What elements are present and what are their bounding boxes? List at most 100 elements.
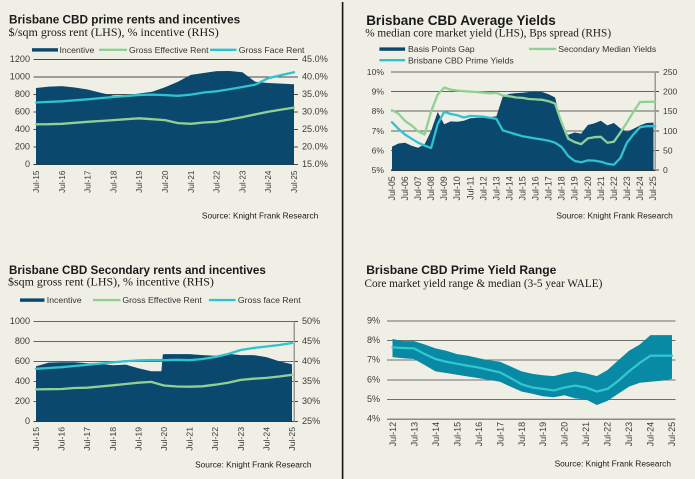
- svg-text:Jul-14: Jul-14: [431, 422, 441, 447]
- svg-text:800: 800: [15, 336, 30, 346]
- svg-text:1000: 1000: [10, 72, 30, 82]
- svg-text:Jul-22: Jul-22: [213, 170, 222, 193]
- svg-text:Jul-23: Jul-23: [238, 170, 247, 193]
- svg-text:150: 150: [663, 106, 678, 116]
- svg-text:200: 200: [15, 142, 30, 152]
- svg-text:Jul-17: Jul-17: [82, 427, 92, 451]
- svg-text:20.0%: 20.0%: [302, 142, 328, 152]
- svg-text:Jul-07: Jul-07: [413, 176, 423, 200]
- svg-text:Jul-19: Jul-19: [538, 422, 548, 447]
- svg-text:Jul-19: Jul-19: [135, 170, 144, 193]
- svg-text:250: 250: [663, 67, 678, 77]
- svg-text:Jul-15: Jul-15: [452, 422, 462, 447]
- svg-text:Jul-20: Jul-20: [161, 170, 170, 193]
- svg-text:400: 400: [15, 124, 30, 134]
- svg-text:7%: 7%: [372, 126, 385, 136]
- svg-text:200: 200: [663, 87, 678, 97]
- svg-text:Gross Face Rent: Gross Face Rent: [239, 45, 305, 55]
- svg-text:Jul-23: Jul-23: [622, 176, 632, 200]
- svg-text:25%: 25%: [302, 416, 320, 426]
- svg-text:Jul-22: Jul-22: [609, 176, 619, 200]
- svg-text:4%: 4%: [367, 414, 380, 424]
- svg-text:Jul-14: Jul-14: [504, 176, 514, 200]
- svg-text:25.0%: 25.0%: [302, 124, 328, 134]
- svg-text:7%: 7%: [367, 355, 380, 365]
- svg-text:Jul-20: Jul-20: [159, 427, 169, 451]
- svg-text:Jul-20: Jul-20: [583, 176, 593, 200]
- svg-text:Jul-20: Jul-20: [560, 422, 570, 447]
- svg-text:0: 0: [25, 416, 30, 426]
- svg-text:Jul-11: Jul-11: [465, 176, 475, 200]
- svg-text:% median core market yield (LH: % median core market yield (LHS), Bps sp…: [365, 28, 611, 40]
- svg-text:$sqm gross rent (LHS), % incen: $sqm gross rent (LHS), % incentive (RHS): [8, 275, 214, 289]
- svg-text:50%: 50%: [302, 316, 320, 326]
- svg-text:10%: 10%: [367, 67, 385, 77]
- svg-text:Source: Knight Frank Research: Source: Knight Frank Research: [195, 459, 312, 469]
- svg-text:Source: Knight Frank Research: Source: Knight Frank Research: [202, 211, 319, 221]
- svg-text:Basis Points Gap: Basis Points Gap: [408, 44, 475, 54]
- svg-text:Gross Effective Rent: Gross Effective Rent: [129, 45, 209, 55]
- svg-text:Jul-17: Jul-17: [544, 176, 554, 200]
- svg-text:6%: 6%: [367, 374, 380, 384]
- svg-text:Jul-18: Jul-18: [557, 176, 567, 200]
- svg-text:8%: 8%: [372, 106, 385, 116]
- svg-text:Jul-22: Jul-22: [210, 427, 220, 451]
- svg-text:Jul-19: Jul-19: [570, 176, 580, 200]
- svg-text:600: 600: [15, 107, 30, 117]
- svg-text:Jul-23: Jul-23: [624, 422, 634, 447]
- svg-text:Jul-24: Jul-24: [635, 176, 645, 200]
- svg-text:5%: 5%: [367, 394, 380, 404]
- svg-text:30.0%: 30.0%: [302, 107, 328, 117]
- svg-text:Jul-15: Jul-15: [31, 427, 41, 451]
- svg-text:Jul-15: Jul-15: [518, 176, 528, 200]
- svg-text:Jul-09: Jul-09: [439, 176, 449, 200]
- svg-text:Jul-17: Jul-17: [495, 422, 505, 447]
- svg-text:6%: 6%: [372, 146, 385, 156]
- svg-text:45%: 45%: [302, 336, 320, 346]
- svg-text:Jul-16: Jul-16: [474, 422, 484, 447]
- svg-text:Jul-18: Jul-18: [517, 422, 527, 447]
- svg-text:8%: 8%: [367, 335, 380, 345]
- svg-text:Secondary Median Yields: Secondary Median Yields: [558, 44, 657, 54]
- svg-text:Jul-25: Jul-25: [290, 170, 299, 193]
- svg-text:Brisbane CBD Prime Yields: Brisbane CBD Prime Yields: [408, 55, 514, 65]
- svg-text:800: 800: [15, 89, 30, 99]
- svg-text:Jul-15: Jul-15: [32, 170, 41, 193]
- svg-text:Jul-06: Jul-06: [400, 176, 410, 200]
- svg-text:0: 0: [25, 159, 30, 169]
- svg-text:Jul-25: Jul-25: [648, 176, 658, 200]
- svg-text:Jul-21: Jul-21: [581, 422, 591, 447]
- svg-text:50: 50: [663, 146, 673, 156]
- svg-text:5%: 5%: [372, 165, 385, 175]
- svg-text:400: 400: [15, 376, 30, 386]
- svg-text:Brisbane CBD Average Yields: Brisbane CBD Average Yields: [366, 13, 556, 28]
- svg-text:30%: 30%: [302, 396, 320, 406]
- svg-text:Jul-25: Jul-25: [287, 427, 297, 451]
- svg-text:Jul-13: Jul-13: [410, 422, 420, 447]
- svg-text:Jul-10: Jul-10: [452, 176, 462, 200]
- svg-text:Jul-12: Jul-12: [478, 176, 488, 200]
- svg-text:40.0%: 40.0%: [302, 72, 328, 82]
- svg-text:Gross face Rent: Gross face Rent: [238, 295, 301, 305]
- svg-text:40%: 40%: [302, 356, 320, 366]
- svg-text:Brisbane CBD Prime Yield Range: Brisbane CBD Prime Yield Range: [366, 263, 556, 277]
- svg-text:Brisbane CBD prime rents and i: Brisbane CBD prime rents and incentives: [9, 13, 241, 26]
- svg-text:Jul-19: Jul-19: [133, 427, 143, 451]
- svg-text:Source: Knight Frank Research: Source: Knight Frank Research: [555, 458, 672, 468]
- svg-text:35.0%: 35.0%: [302, 89, 328, 99]
- svg-text:Gross Effective Rent: Gross Effective Rent: [122, 295, 202, 305]
- svg-text:Jul-16: Jul-16: [58, 170, 67, 193]
- svg-text:Jul-05: Jul-05: [387, 176, 397, 200]
- svg-text:Jul-24: Jul-24: [646, 422, 656, 447]
- svg-text:Jul-16: Jul-16: [57, 427, 67, 451]
- svg-text:Jul-16: Jul-16: [531, 176, 541, 200]
- svg-text:Jul-13: Jul-13: [491, 176, 501, 200]
- svg-text:9%: 9%: [372, 87, 385, 97]
- svg-text:Jul-21: Jul-21: [187, 170, 196, 193]
- svg-text:Jul-17: Jul-17: [84, 170, 93, 193]
- svg-text:Jul-21: Jul-21: [185, 427, 195, 451]
- svg-text:Jul-25: Jul-25: [667, 422, 677, 447]
- svg-text:Jul-18: Jul-18: [108, 427, 118, 451]
- svg-text:Jul-21: Jul-21: [596, 176, 606, 200]
- svg-text:Jul-08: Jul-08: [426, 176, 436, 200]
